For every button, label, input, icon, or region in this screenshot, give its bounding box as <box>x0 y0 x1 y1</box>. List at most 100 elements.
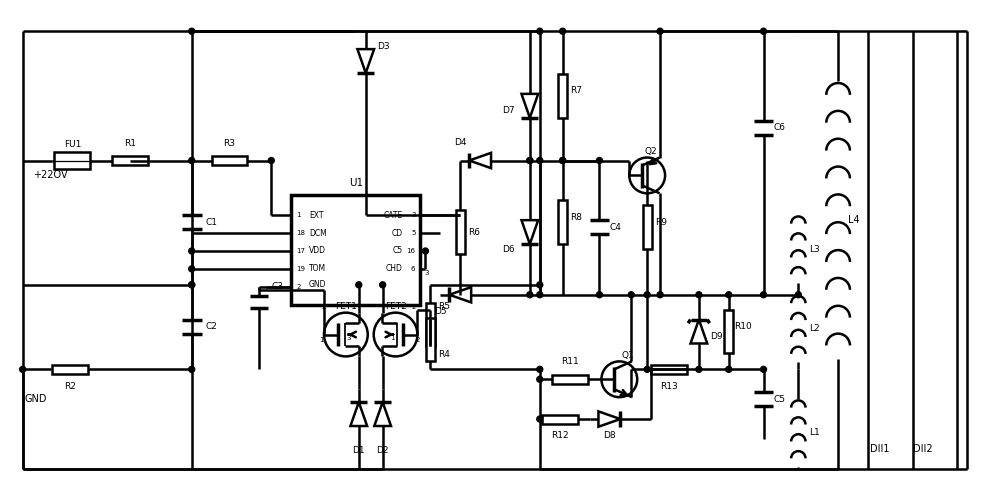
Text: 1: 1 <box>390 334 395 340</box>
Circle shape <box>537 416 543 422</box>
Circle shape <box>356 282 362 288</box>
Text: L4: L4 <box>848 215 860 225</box>
Text: FU1: FU1 <box>64 140 81 149</box>
Polygon shape <box>449 287 471 302</box>
Text: 2: 2 <box>411 304 416 310</box>
Text: L2: L2 <box>809 324 820 333</box>
Bar <box>291 196 420 304</box>
Bar <box>54 152 90 170</box>
Circle shape <box>20 366 26 372</box>
Circle shape <box>527 292 533 298</box>
Circle shape <box>537 282 543 288</box>
Circle shape <box>795 292 801 298</box>
Circle shape <box>537 292 543 298</box>
Circle shape <box>537 376 543 382</box>
Text: D5: D5 <box>434 307 447 316</box>
Circle shape <box>696 292 702 298</box>
Text: 2: 2 <box>415 336 420 342</box>
Circle shape <box>761 366 767 372</box>
Circle shape <box>537 28 543 34</box>
Circle shape <box>696 366 702 372</box>
Text: DII2: DII2 <box>913 444 932 454</box>
Bar <box>558 74 567 118</box>
Text: 2: 2 <box>322 304 326 310</box>
Text: VDD: VDD <box>309 246 326 256</box>
Text: CHD: CHD <box>386 264 403 274</box>
Circle shape <box>560 158 566 164</box>
Circle shape <box>527 158 533 164</box>
Circle shape <box>537 366 543 372</box>
Text: C6: C6 <box>773 123 785 132</box>
Circle shape <box>726 292 732 298</box>
Text: CD: CD <box>391 228 403 237</box>
Circle shape <box>596 292 602 298</box>
Text: R10: R10 <box>734 322 752 331</box>
Text: U1: U1 <box>349 178 363 188</box>
Text: R2: R2 <box>64 382 76 390</box>
Bar <box>426 318 435 362</box>
Circle shape <box>537 158 543 164</box>
Circle shape <box>560 28 566 34</box>
Circle shape <box>380 282 386 288</box>
Text: DII1: DII1 <box>870 444 890 454</box>
Bar <box>643 205 652 249</box>
Text: D6: D6 <box>502 246 514 254</box>
Text: 3: 3 <box>424 270 429 276</box>
Bar <box>456 210 465 254</box>
Text: R4: R4 <box>438 350 450 359</box>
Text: R3: R3 <box>224 139 236 148</box>
Circle shape <box>189 282 195 288</box>
Text: EXT: EXT <box>309 210 324 220</box>
Text: FET2: FET2 <box>385 302 406 311</box>
Polygon shape <box>357 49 374 73</box>
Text: D9: D9 <box>710 332 723 341</box>
Text: GND: GND <box>309 280 327 289</box>
Text: 3: 3 <box>411 212 415 218</box>
Circle shape <box>657 28 663 34</box>
Text: L1: L1 <box>809 428 820 438</box>
Circle shape <box>761 28 767 34</box>
Polygon shape <box>521 220 538 244</box>
Text: D7: D7 <box>502 106 514 116</box>
Text: +22OV: +22OV <box>33 170 67 180</box>
Circle shape <box>657 292 663 298</box>
Text: D1: D1 <box>352 446 365 456</box>
Circle shape <box>189 158 195 164</box>
Text: R8: R8 <box>571 212 583 222</box>
Bar <box>542 414 578 424</box>
Text: C3: C3 <box>271 282 283 292</box>
Circle shape <box>189 366 195 372</box>
Text: R13: R13 <box>660 382 678 390</box>
Bar <box>426 302 435 346</box>
Circle shape <box>189 248 195 254</box>
Text: GND: GND <box>25 394 47 404</box>
Text: R7: R7 <box>571 86 583 96</box>
Bar <box>212 156 247 165</box>
Text: 5: 5 <box>411 230 415 236</box>
Polygon shape <box>374 402 391 426</box>
Polygon shape <box>350 402 367 426</box>
Text: 1: 1 <box>296 212 301 218</box>
Text: C4: C4 <box>609 222 621 232</box>
Bar <box>552 375 588 384</box>
Bar <box>651 365 687 374</box>
Text: D8: D8 <box>603 432 616 440</box>
Circle shape <box>527 158 533 164</box>
Text: R5: R5 <box>438 302 450 311</box>
Polygon shape <box>469 153 491 168</box>
Bar <box>52 365 88 374</box>
Text: R6: R6 <box>468 228 480 236</box>
Circle shape <box>560 158 566 164</box>
Text: 17: 17 <box>296 248 305 254</box>
Text: D3: D3 <box>377 42 390 50</box>
Bar <box>724 310 733 354</box>
Text: C5: C5 <box>392 246 403 256</box>
Circle shape <box>189 266 195 272</box>
Bar <box>558 200 567 244</box>
Circle shape <box>268 158 274 164</box>
Circle shape <box>644 366 650 372</box>
Circle shape <box>761 292 767 298</box>
Text: C1: C1 <box>206 218 218 226</box>
Text: 6: 6 <box>411 266 415 272</box>
Text: 3: 3 <box>347 334 351 340</box>
